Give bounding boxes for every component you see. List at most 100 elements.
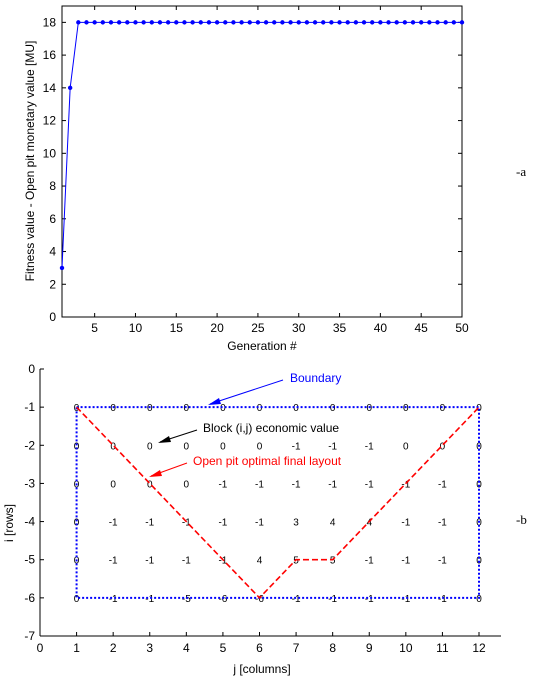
boundary-line bbox=[75, 406, 480, 599]
y-tick-label: -1 bbox=[24, 400, 35, 414]
block-value: 0 bbox=[184, 441, 190, 452]
x-tick-label: 4 bbox=[183, 641, 190, 655]
data-point bbox=[443, 20, 448, 25]
block-value: 4 bbox=[366, 518, 372, 529]
y-tick-label: -2 bbox=[24, 438, 35, 452]
pit-final-layout bbox=[76, 406, 480, 600]
block-value: -5 bbox=[182, 594, 191, 605]
x-tick-label: 15 bbox=[170, 321, 184, 335]
data-point bbox=[141, 20, 146, 25]
data-point bbox=[206, 20, 212, 25]
block-value: -1 bbox=[438, 518, 447, 529]
data-point bbox=[198, 20, 203, 25]
block-value: -1 bbox=[182, 556, 191, 567]
block-value: 0 bbox=[220, 403, 226, 414]
block-value: 0 bbox=[330, 403, 336, 414]
block-value: -1 bbox=[401, 518, 410, 529]
block-value: -6 bbox=[218, 594, 227, 605]
data-point bbox=[370, 20, 375, 25]
block-value: 0 bbox=[440, 403, 446, 414]
data-point bbox=[361, 20, 367, 25]
block-value: -1 bbox=[109, 594, 118, 605]
data-point bbox=[337, 20, 342, 25]
data-point bbox=[329, 20, 334, 25]
boundary-label: Boundary bbox=[290, 371, 341, 385]
block-value: -1 bbox=[145, 556, 154, 567]
x-tick-label: 40 bbox=[374, 321, 388, 335]
block-value: -1 bbox=[218, 556, 227, 567]
x-tick-label: 35 bbox=[333, 321, 347, 335]
data-point bbox=[263, 20, 269, 25]
block-value: 0 bbox=[220, 441, 226, 452]
data-point bbox=[67, 85, 73, 91]
block-value: 0 bbox=[184, 403, 190, 414]
pit-layout-label: Open pit optimal final layout bbox=[193, 454, 342, 468]
y-axis-label: Fitness value - Open pit monetary value … bbox=[23, 41, 37, 282]
y-tick-label: -4 bbox=[24, 515, 35, 529]
block-value: -1 bbox=[292, 441, 301, 452]
block-value: 0 bbox=[476, 403, 482, 414]
block-value: -6 bbox=[255, 594, 264, 605]
block-value: 0 bbox=[74, 594, 80, 605]
x-tick-label: 12 bbox=[472, 641, 486, 655]
y-tick-label: 10 bbox=[43, 146, 57, 160]
y-tick-label: 0 bbox=[28, 362, 35, 376]
data-point bbox=[378, 20, 383, 25]
data-point bbox=[304, 20, 310, 25]
x-tick-label: 5 bbox=[220, 641, 227, 655]
y-tick-label: 6 bbox=[49, 212, 56, 226]
data-point bbox=[59, 265, 65, 271]
data-point bbox=[394, 20, 399, 25]
block-value: 3 bbox=[293, 518, 299, 529]
block-value: -1 bbox=[218, 518, 227, 529]
block-value: -1 bbox=[255, 479, 264, 490]
data-point bbox=[125, 20, 130, 25]
fitness-chart: 5 10 15 20 25 30 35 40 45 50 0 2 4 6 8 10 12 14 16 18 Gener… bbox=[23, 5, 526, 353]
boundary-rectangle bbox=[75, 406, 480, 599]
x-tick-label: 2 bbox=[110, 641, 117, 655]
data-point bbox=[174, 20, 179, 25]
block-value: 0 bbox=[110, 479, 116, 490]
data-point bbox=[410, 20, 416, 25]
block-value: -1 bbox=[145, 518, 154, 529]
data-point bbox=[223, 20, 228, 25]
y-tick-label: 2 bbox=[49, 277, 56, 291]
x-tick-label: 50 bbox=[455, 321, 469, 335]
data-point bbox=[182, 20, 187, 25]
block-value: -1 bbox=[218, 479, 227, 490]
data-point bbox=[312, 20, 318, 25]
block-value: -1 bbox=[365, 556, 374, 567]
block-value: -1 bbox=[292, 594, 301, 605]
data-point bbox=[100, 20, 106, 25]
block-value: -1 bbox=[438, 479, 447, 490]
axis-ticks: 5 10 15 20 25 30 35 40 45 50 0 2 4 6 8 10 12 14 16 18 bbox=[43, 6, 469, 335]
annotation-pit-layout: Open pit optimal final layout bbox=[149, 454, 342, 477]
block-value-label: Block (i,j) economic value bbox=[203, 421, 339, 435]
data-point bbox=[149, 20, 154, 25]
y-tick-label: -7 bbox=[24, 629, 35, 643]
block-value: 5 bbox=[293, 556, 299, 567]
y-axis-label: i [rows] bbox=[2, 504, 16, 542]
data-point bbox=[165, 20, 171, 25]
block-value: -1 bbox=[328, 594, 337, 605]
x-tick-label: 3 bbox=[146, 641, 153, 655]
annotation-boundary: Boundary bbox=[208, 371, 341, 405]
data-point bbox=[288, 20, 293, 25]
y-tick-label: 8 bbox=[49, 179, 56, 193]
block-value-grid: 0 0 0 0 0 0 0 0 0 0 0 0 0 0 0 0 0 0 -1 -1 -1 0 0 0 0 0 0 0 -1 -1 -1 -1 -… bbox=[74, 403, 482, 605]
pit-arrow-head bbox=[149, 470, 162, 477]
data-point bbox=[435, 20, 440, 25]
panel-label-b: -b bbox=[516, 512, 527, 527]
block-value: 0 bbox=[257, 403, 263, 414]
y-tick-label: 18 bbox=[43, 15, 57, 29]
block-value: 0 bbox=[147, 441, 153, 452]
y-tick-label: 14 bbox=[43, 81, 57, 95]
block-value: 0 bbox=[257, 441, 263, 452]
block-value: -1 bbox=[401, 479, 410, 490]
y-tick-label: -5 bbox=[24, 553, 35, 567]
x-axis-label: j [columns] bbox=[232, 662, 290, 676]
x-tick-label: 10 bbox=[399, 641, 413, 655]
boundary-arrow-head bbox=[208, 398, 221, 405]
plot-area-frame bbox=[61, 5, 463, 318]
block-value: 0 bbox=[184, 479, 190, 490]
